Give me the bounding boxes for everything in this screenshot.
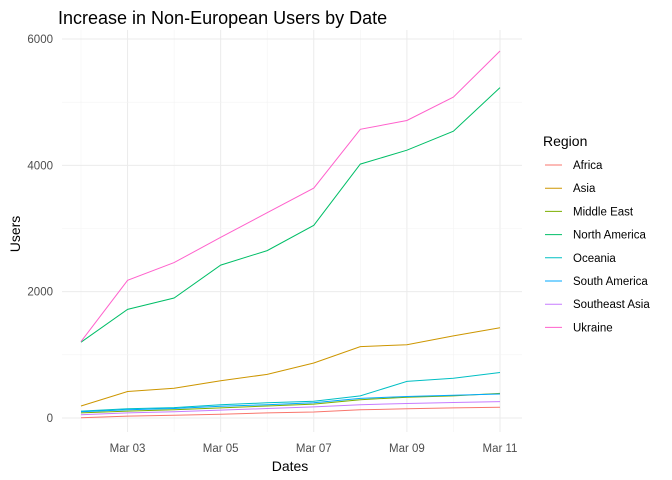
x-tick-label: Mar 09 (389, 443, 425, 455)
legend-title: Region (543, 133, 587, 149)
y-tick-label: 4000 (27, 160, 53, 172)
x-axis-ticks: Mar 03 Mar 05 Mar 07 Mar 09 Mar 11 (110, 443, 518, 455)
legend-label: Africa (573, 160, 603, 172)
y-tick-label: 0 (47, 413, 53, 425)
legend-label: Asia (573, 183, 596, 195)
y-axis-ticks: 0 2000 4000 6000 (27, 34, 53, 425)
legend-label: Oceania (573, 253, 616, 265)
series-line-middle-east (80, 392, 501, 414)
legend-label: Southeast Asia (573, 299, 650, 311)
legend-label: Ukraine (573, 322, 613, 334)
y-tick-label: 6000 (27, 34, 53, 46)
x-tick-label: Mar 11 (483, 443, 518, 455)
legend-label: South America (573, 276, 648, 288)
x-axis-title: Dates (272, 458, 309, 474)
legend: Region Africa Asia Middle East North Americ… (543, 133, 650, 334)
x-tick-label: Mar 03 (110, 443, 146, 455)
legend-label: Middle East (573, 206, 634, 218)
y-tick-label: 2000 (27, 287, 53, 299)
series-line-ukraine (80, 50, 501, 342)
series-line-north-america (80, 87, 501, 343)
series-line-southeast-asia (80, 401, 501, 416)
grid-lines (62, 30, 522, 432)
y-axis-title: Users (7, 216, 23, 253)
series-line-south-america (80, 393, 501, 413)
x-tick-label: Mar 05 (203, 443, 239, 455)
legend-label: North America (573, 230, 646, 242)
series-lines (80, 50, 501, 419)
plot-area (62, 30, 522, 432)
chart-title: Increase in Non-European Users by Date (58, 8, 387, 28)
series-line-oceania (80, 372, 501, 412)
series-line-africa (80, 406, 501, 419)
series-line-asia (80, 327, 501, 407)
x-tick-label: Mar 07 (296, 443, 332, 455)
